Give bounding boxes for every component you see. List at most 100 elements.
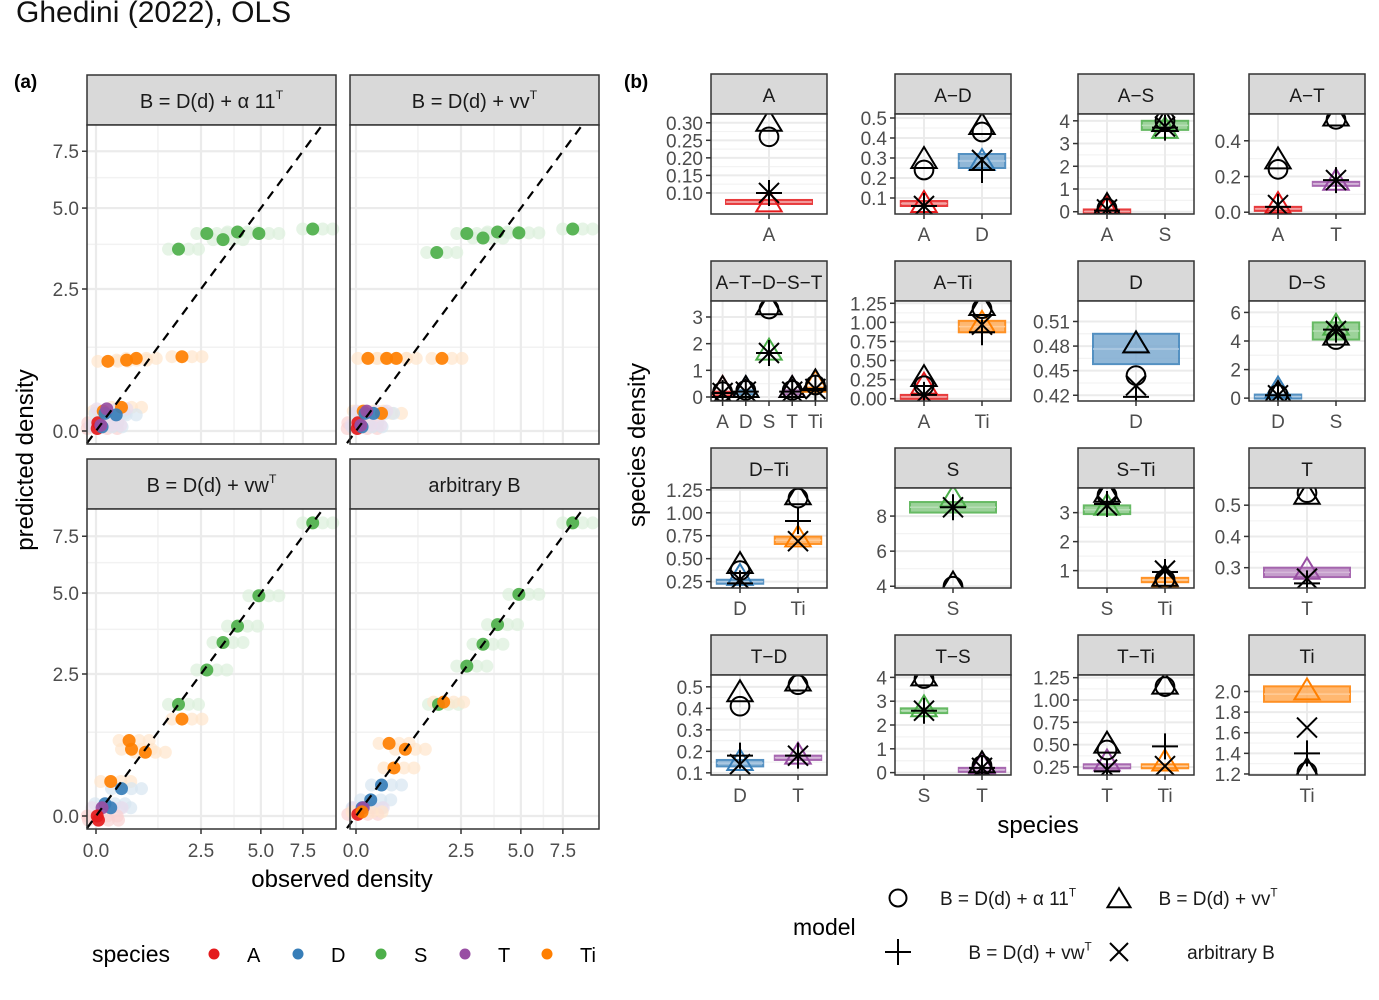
- cross-marker: [1267, 384, 1289, 401]
- facet-strip: [349, 458, 600, 510]
- y-tick-label: 0.1: [677, 764, 703, 785]
- y-tick-label: 1: [876, 740, 887, 761]
- circle-marker: [971, 301, 993, 319]
- x-tick-label: 7.5: [290, 841, 316, 862]
- x-tick-label: A: [716, 412, 729, 433]
- y-tick-label: 0.0: [1215, 203, 1241, 224]
- facet-strip: [349, 74, 600, 126]
- faded-point: [226, 636, 240, 650]
- x-tick-label: S: [1159, 225, 1172, 246]
- x-tick-label: Ti: [1157, 599, 1172, 620]
- y-tick-label: 0: [1230, 389, 1241, 410]
- y-tick-label: 1.25: [1033, 669, 1070, 690]
- y-tick-label: 1.25: [850, 294, 887, 315]
- facet-strip: [894, 634, 1012, 676]
- data-point-S: [172, 242, 186, 256]
- faded-point: [326, 222, 340, 236]
- x-tick-label: 5.0: [508, 841, 534, 862]
- plus-marker: [885, 939, 911, 965]
- circle-marker: [942, 575, 964, 588]
- cross-marker: [1154, 559, 1176, 582]
- facet-b-5: A−Ti 0.000.250.500.751.001.25 A Ti: [850, 260, 1012, 433]
- cross-marker: [787, 744, 809, 767]
- faded-point: [576, 516, 590, 530]
- x-tick-label: Ti: [1299, 786, 1314, 807]
- faded-point: [182, 697, 196, 711]
- legend-label: B = D(d) + vwT: [968, 940, 1091, 964]
- y-tick-label: 2: [1059, 157, 1070, 178]
- triangle-marker: [754, 114, 784, 132]
- facet-strip-label: A−T−D−S−T: [716, 273, 823, 294]
- y-tick-label: 0.4: [1215, 527, 1242, 548]
- facet-strip-label: T−D: [751, 647, 787, 668]
- faded-point: [210, 663, 224, 677]
- facet-strip-label: D: [1129, 273, 1143, 294]
- facet-strip: [710, 634, 828, 676]
- data-point-S: [252, 226, 266, 240]
- y-tick-label: 0.3: [861, 149, 887, 170]
- plot-background: [1078, 675, 1194, 775]
- triangle-marker: [1292, 676, 1322, 701]
- facet-b-9: S 4 6 8 S: [876, 447, 1012, 620]
- y-tick-label: 0.00: [850, 390, 887, 411]
- faded-point: [486, 637, 500, 651]
- y-tick-label: 1.8: [1215, 703, 1241, 724]
- facet-strip-label: T−S: [935, 647, 970, 668]
- data-point-S: [430, 245, 444, 259]
- faded-point: [195, 712, 209, 726]
- faded-point: [221, 619, 235, 633]
- y-tick-label: 0.30: [666, 114, 703, 135]
- cross-marker: [913, 195, 935, 214]
- y-tick-label: 0.48: [1033, 337, 1070, 358]
- cross-marker: [913, 700, 935, 722]
- panel-border: [710, 487, 828, 589]
- legend-key-S: [375, 948, 387, 960]
- faded-point: [195, 350, 209, 364]
- y-tick-label: 4: [876, 668, 887, 689]
- faded-point: [190, 226, 204, 240]
- faded-point: [192, 242, 206, 256]
- faded-point: [522, 587, 536, 601]
- triangle-marker: [909, 675, 939, 687]
- identity-line: [86, 123, 325, 444]
- panel-border: [349, 124, 600, 445]
- triangle-marker: [1292, 488, 1322, 505]
- y-tick-label: 3: [692, 308, 703, 329]
- y-tick-label: 0: [876, 764, 887, 785]
- facet-strip-label: A−S: [1118, 86, 1154, 107]
- facet-a-2: B = D(d) + vwT 0.0 2.5 5.0 7.5 0.0 2.5 5.0 7.5: [53, 458, 340, 862]
- facet-strip-label: T−Ti: [1117, 647, 1155, 668]
- circle-marker: [913, 159, 935, 181]
- faded-point: [158, 745, 172, 759]
- y-tick-label: 4: [876, 577, 887, 598]
- faded-point: [262, 226, 276, 240]
- x-axis-title-b: species: [997, 812, 1078, 839]
- faded-point: [296, 222, 310, 236]
- x-tick-label: T: [976, 786, 988, 807]
- legend-label: B = D(d) + α 11T: [940, 886, 1076, 910]
- faded-point: [481, 618, 495, 632]
- facet-strip: [86, 458, 337, 510]
- cross-marker: [1154, 755, 1176, 775]
- plot-area: [895, 488, 1011, 588]
- x-tick-label: T: [792, 786, 804, 807]
- facet-strip: [894, 447, 1012, 489]
- circle-marker: [729, 695, 751, 717]
- y-tick-label: 6: [876, 542, 887, 563]
- triangle-marker: [754, 301, 784, 316]
- y-tick-label: 0.25: [666, 131, 703, 152]
- panel-border: [894, 300, 1012, 402]
- figure-title: Ghedini (2022), OLS: [16, 0, 292, 29]
- triangle-marker: [909, 145, 939, 169]
- y-tick-label: 0.5: [861, 109, 887, 130]
- faded-point: [496, 637, 510, 651]
- y-tick-label: 1.00: [666, 504, 703, 525]
- x-tick-label: 0.0: [343, 841, 369, 862]
- triangle-marker: [1264, 378, 1292, 401]
- facet-b-1: A−D 0.10.20.30.40.5 A D: [861, 73, 1012, 246]
- faded-point: [351, 351, 365, 365]
- y-tick-label: 1: [692, 361, 703, 382]
- faded-point: [192, 697, 206, 711]
- data-point-Ti: [382, 736, 396, 750]
- y-tick-label: 0.75: [850, 332, 887, 353]
